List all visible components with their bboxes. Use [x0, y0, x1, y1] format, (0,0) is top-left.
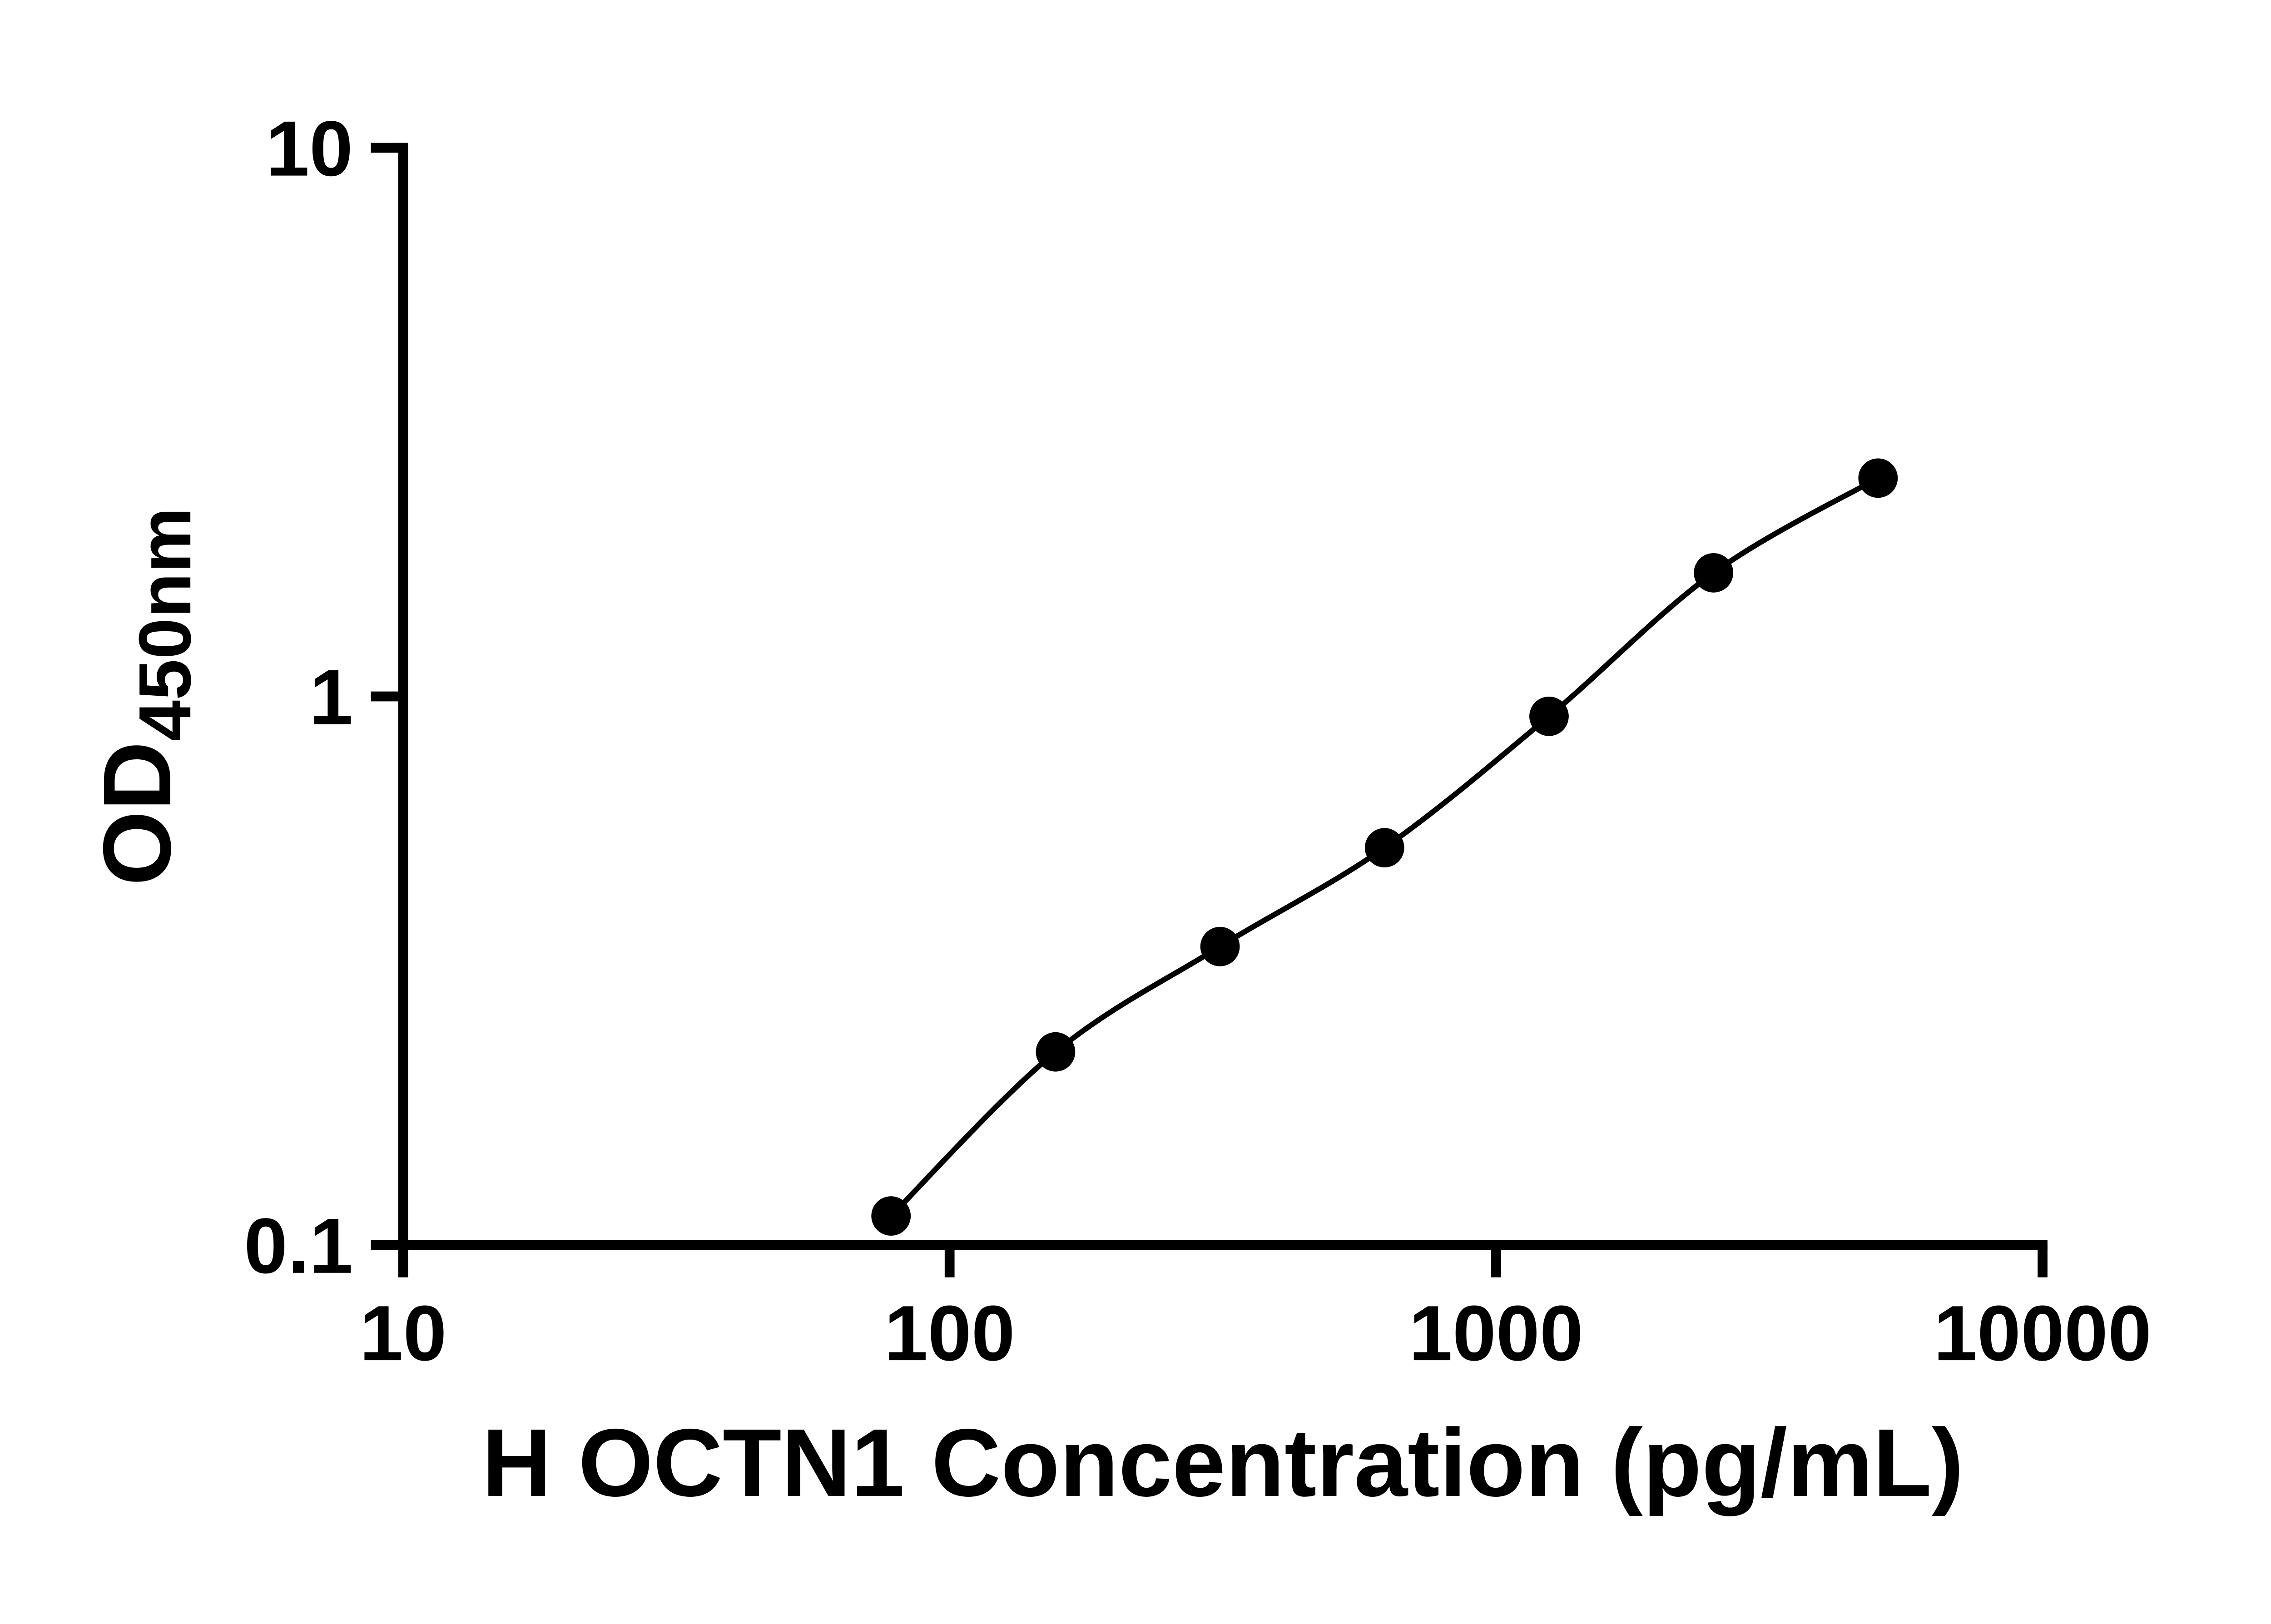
- data-point-marker: [1529, 696, 1569, 736]
- y-axis-title-main: OD: [83, 741, 191, 886]
- data-point-marker: [871, 1196, 911, 1236]
- series-layer: [871, 458, 1898, 1236]
- data-point-marker: [1036, 1032, 1076, 1072]
- data-point-marker: [1364, 828, 1404, 868]
- x-tick-label: 100: [884, 1289, 1015, 1377]
- axes-layer: [371, 143, 2048, 1277]
- x-tick-label: 1000: [1409, 1289, 1583, 1377]
- x-tick-label: 10: [360, 1289, 447, 1377]
- x-tick-label: 10000: [1934, 1289, 2152, 1377]
- y-tick-label: 10: [266, 105, 353, 193]
- y-tick-label: 1: [309, 654, 353, 741]
- labels-layer: 10 100 1000 10000 10 1 0.1 OD450nm: [83, 105, 2152, 1377]
- axis-lines: [398, 143, 2048, 1250]
- y-axis-title-subscript: 450nm: [124, 507, 206, 742]
- data-point-marker: [1200, 926, 1240, 966]
- x-axis-title: H OCTN1 Concentration (pg/mL): [482, 1409, 1964, 1516]
- data-point-marker: [1858, 458, 1898, 498]
- y-tick-label: 0.1: [244, 1202, 353, 1290]
- data-point-marker: [1694, 553, 1734, 593]
- y-axis-title: OD450nm: [83, 507, 206, 886]
